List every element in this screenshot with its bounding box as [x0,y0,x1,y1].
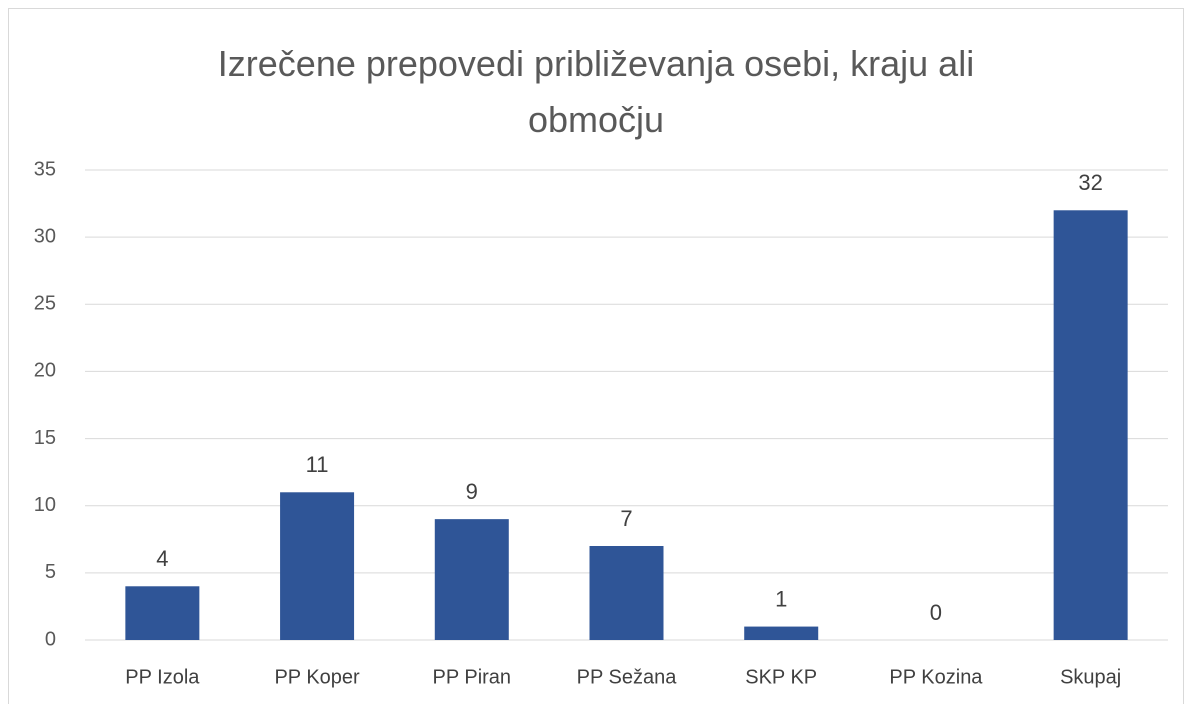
x-tick-label: PP Sežana [577,666,678,688]
bar [125,586,200,640]
bar [434,519,509,640]
y-tick-label: 25 [34,293,56,315]
y-tick-label: 35 [34,158,56,180]
y-tick-label: 10 [34,494,56,516]
x-tick-label: Skupaj [1060,666,1121,688]
chart-border [8,8,1184,704]
x-tick-label: PP Izola [125,666,200,688]
bar [744,626,819,640]
data-label: 0 [930,600,942,625]
bar [589,546,664,640]
y-tick-label: 0 [45,628,56,650]
x-tick-label: SKP KP [745,666,817,688]
y-tick-label: 30 [34,225,56,247]
bar [280,492,355,640]
data-label: 9 [466,479,478,504]
x-tick-label: PP Koper [274,666,360,688]
x-tick-label: PP Piran [432,666,511,688]
data-label: 1 [775,586,787,611]
data-label: 32 [1078,170,1102,195]
chart-title: Izrečene prepovedi približevanja osebi, … [217,43,975,140]
data-label: 4 [156,546,168,571]
data-label: 11 [306,452,329,477]
data-label: 7 [620,506,632,531]
y-tick-label: 5 [45,561,56,583]
bar [1053,210,1128,641]
y-tick-label: 20 [34,360,56,382]
y-tick-label: 15 [34,427,56,449]
x-tick-label: PP Kozina [889,666,983,688]
